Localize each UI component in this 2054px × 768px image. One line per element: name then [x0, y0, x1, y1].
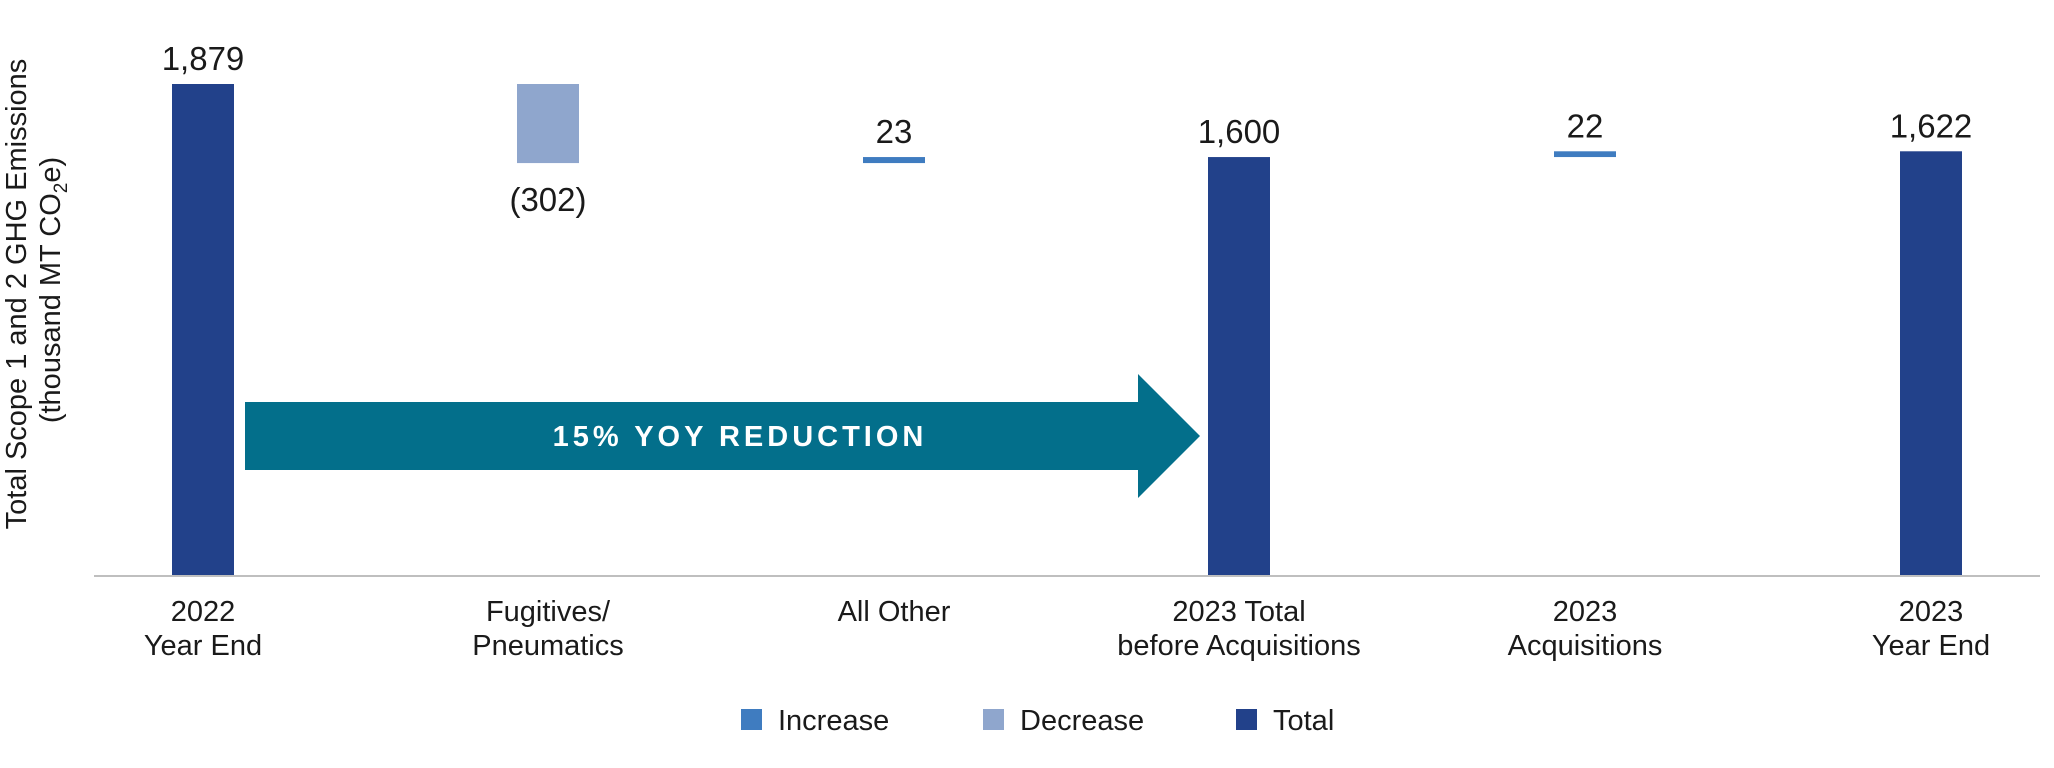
bars-group [172, 84, 1962, 576]
legend-swatch-decrease [983, 709, 1004, 730]
legend-swatch-increase [741, 709, 762, 730]
category-label-4-line2: Acquisitions [1508, 630, 1663, 662]
legend-swatch-total [1236, 709, 1257, 730]
arrow-annotation-label: 15% YOY REDUCTION [553, 421, 928, 453]
value-label-1: (302) [509, 181, 586, 218]
bar-increase-4 [1554, 151, 1616, 158]
value-labels-group: 1,879 (302) 23 1,600 22 1,622 [162, 40, 1973, 218]
arrow-shape [245, 374, 1200, 498]
category-label-0-line2: Year End [144, 630, 262, 662]
value-label-2: 23 [876, 113, 913, 150]
bar-increase-2 [863, 157, 925, 164]
value-label-4: 22 [1567, 107, 1604, 144]
bar-total-0 [172, 84, 234, 576]
bar-total-5 [1900, 151, 1962, 576]
category-label-5-line2: Year End [1872, 630, 1990, 662]
category-label-2-line1: All Other [838, 596, 951, 628]
category-label-3-line1: 2023 Total [1172, 596, 1305, 628]
legend: Increase Decrease Total [741, 705, 1334, 737]
value-label-0: 1,879 [162, 40, 245, 77]
y-axis-title: Total Scope 1 and 2 GHG Emissions (thous… [1, 51, 72, 530]
yoy-reduction-arrow: 15% YOY REDUCTION [245, 374, 1200, 498]
bar-decrease-1 [517, 84, 579, 164]
category-label-1-line2: Pneumatics [472, 630, 624, 662]
y-axis-title-line1: Total Scope 1 and 2 GHG Emissions [1, 59, 33, 530]
category-label-3-line2: before Acquisitions [1117, 630, 1360, 662]
category-label-0-line1: 2022 [171, 596, 236, 628]
category-label-4-line1: 2023 [1553, 596, 1618, 628]
legend-label-decrease: Decrease [1020, 705, 1144, 737]
value-label-5: 1,622 [1890, 107, 1973, 144]
bar-total-3 [1208, 157, 1270, 576]
category-label-1-line1: Fugitives/ [486, 596, 611, 628]
y-axis-title-line2-prefix: (thousand MT CO [35, 193, 67, 423]
value-label-3: 1,600 [1198, 113, 1281, 150]
legend-label-increase: Increase [778, 705, 889, 737]
y-axis-title-line2-suffix: e) [35, 157, 67, 183]
y-axis-title-subscript: 2 [51, 183, 72, 194]
legend-label-total: Total [1273, 705, 1334, 737]
category-label-5-line1: 2023 [1899, 596, 1964, 628]
